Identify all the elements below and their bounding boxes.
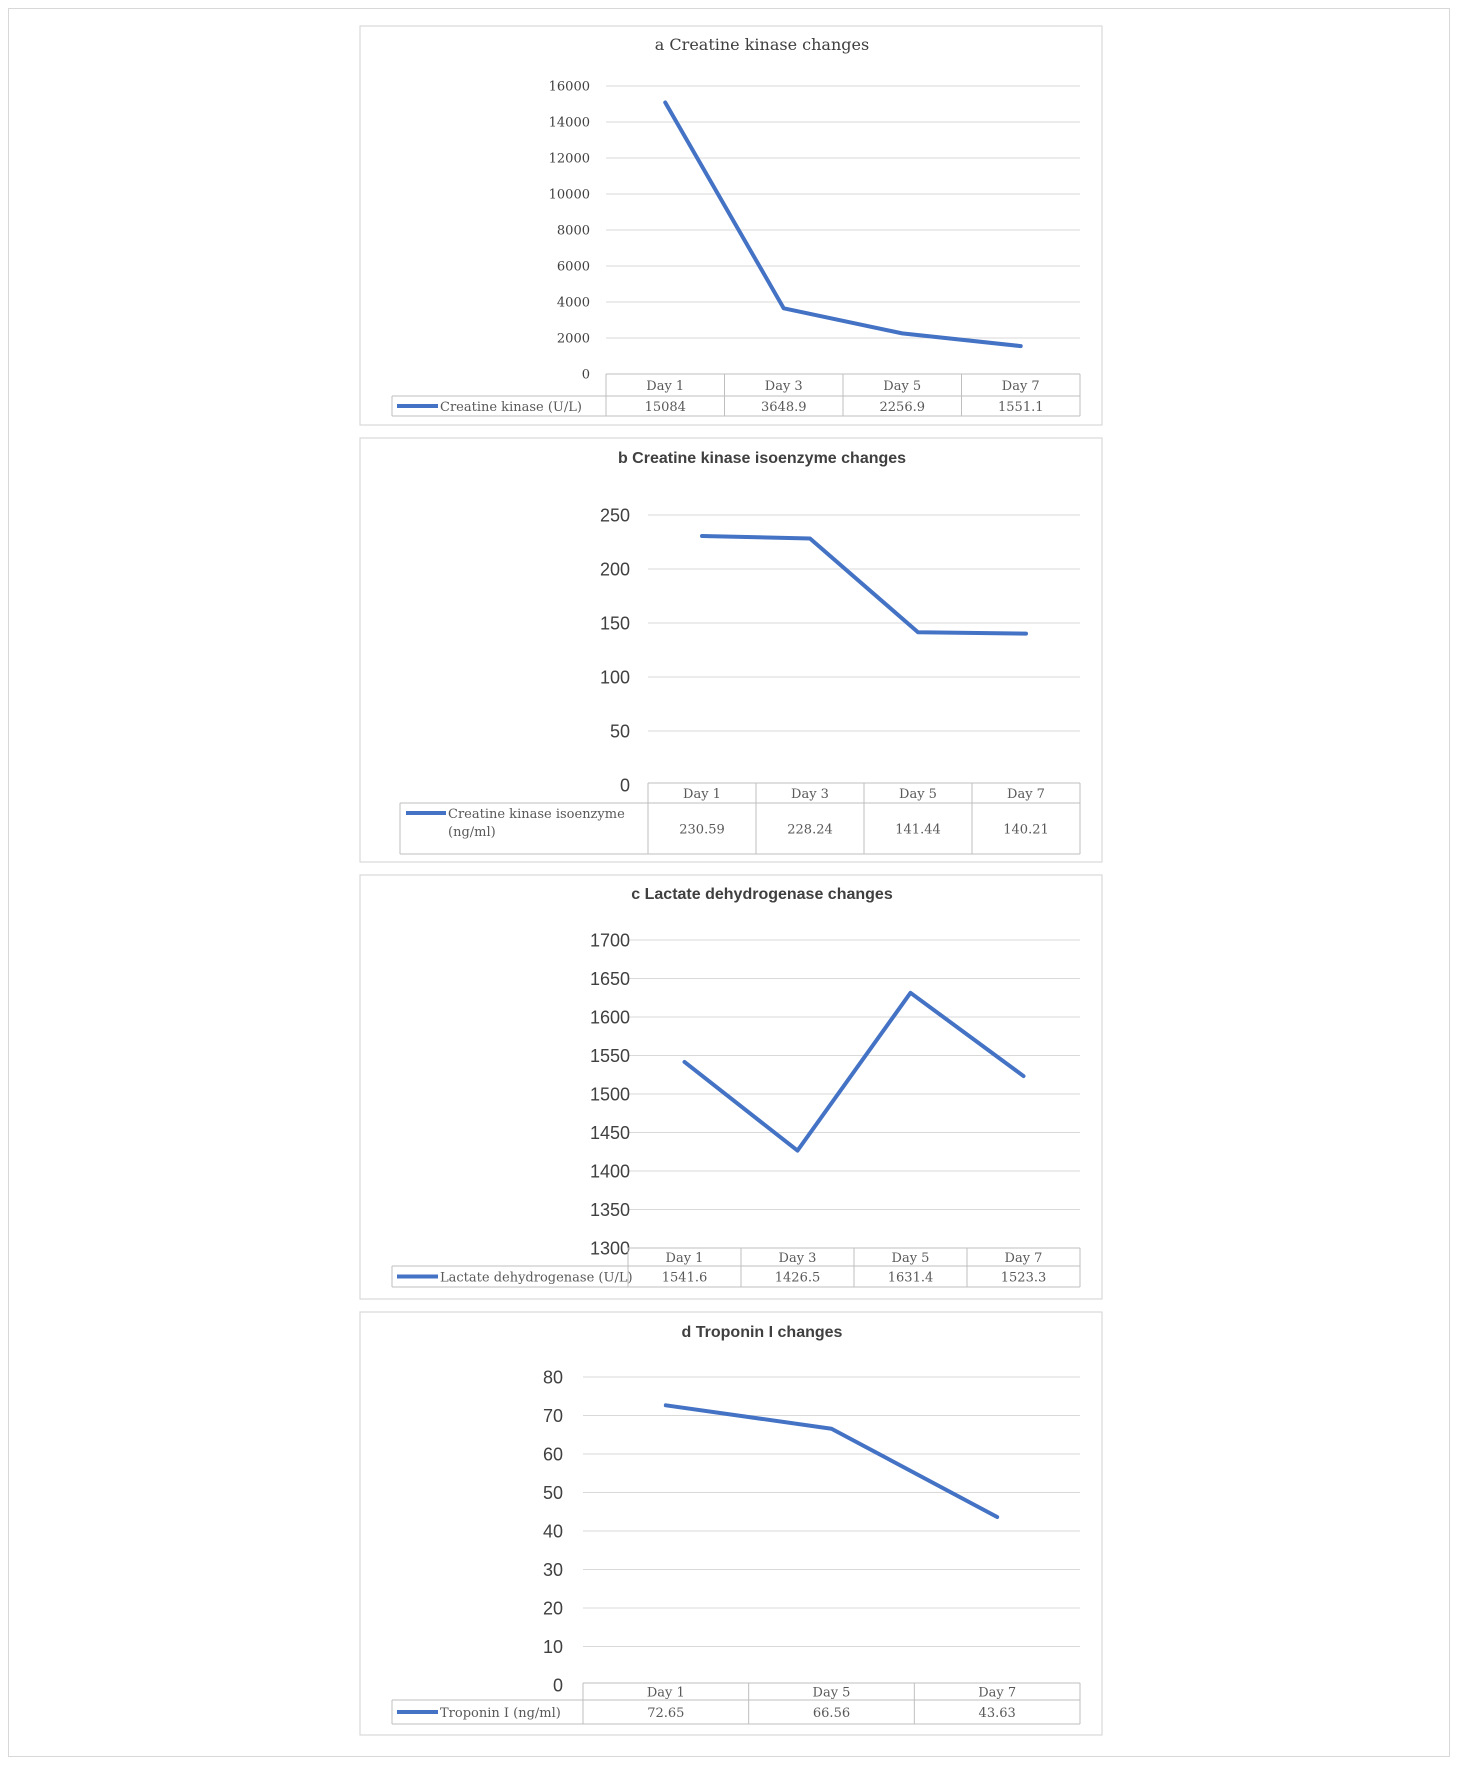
data-value-label: 1541.6 xyxy=(662,1271,708,1286)
chart-2: c Lactate dehydrogenase changes 1300 1350 1… xyxy=(359,874,1103,1300)
y-tick-label: 1400 xyxy=(590,1161,630,1181)
data-value-label: 141.44 xyxy=(895,823,941,838)
series-line xyxy=(663,100,1023,349)
y-tick-label: 1600 xyxy=(590,1007,630,1027)
y-tick-label: 4000 xyxy=(557,296,590,311)
data-value-label: 72.65 xyxy=(647,1706,684,1721)
series-line xyxy=(700,533,1028,636)
data-value-label: 1551.1 xyxy=(998,400,1044,415)
y-tick-label: 200 xyxy=(600,559,630,579)
y-tick-label: 30 xyxy=(543,1560,563,1580)
category-label: Day 1 xyxy=(646,379,684,394)
chart-title: c Lactate dehydrogenase changes xyxy=(631,886,893,903)
data-value-label: 1523.3 xyxy=(1001,1271,1047,1286)
y-tick-label: 10 xyxy=(543,1637,563,1657)
chart-title: b Creatine kinase isoenzyme changes xyxy=(618,450,906,467)
y-tick-label: 1500 xyxy=(590,1084,630,1104)
y-tick-label: 1350 xyxy=(590,1200,630,1220)
y-tick-label: 250 xyxy=(600,505,630,525)
chart-panel xyxy=(359,1311,1103,1736)
y-tick-label: 10000 xyxy=(549,188,590,203)
chart-panel xyxy=(359,25,1103,426)
y-tick-label: 100 xyxy=(600,667,630,687)
y-tick-label: 14000 xyxy=(549,116,590,131)
category-label: Day 7 xyxy=(1007,787,1045,802)
y-tick-label: 1700 xyxy=(590,930,630,950)
category-label: Day 1 xyxy=(683,787,721,802)
series-line xyxy=(682,990,1026,1153)
data-value-label: 3648.9 xyxy=(761,400,807,415)
category-label: Day 7 xyxy=(1002,379,1040,394)
y-tick-label: 0 xyxy=(620,775,630,795)
y-tick-label: 0 xyxy=(582,368,590,383)
chart-panel xyxy=(359,437,1103,863)
legend-label: Creatine kinase (U/L) xyxy=(440,400,582,415)
category-label: Day 5 xyxy=(813,1686,851,1701)
y-tick-label: 6000 xyxy=(557,260,590,275)
category-label: Day 1 xyxy=(647,1686,685,1701)
y-tick-label: 1300 xyxy=(590,1238,630,1258)
category-label: Day 5 xyxy=(899,787,937,802)
category-label: Day 7 xyxy=(1005,1251,1043,1266)
y-tick-label: 12000 xyxy=(549,152,590,167)
category-label: Day 3 xyxy=(779,1251,817,1266)
y-tick-label: 60 xyxy=(543,1444,563,1464)
y-tick-label: 16000 xyxy=(549,80,590,95)
category-label: Day 7 xyxy=(978,1686,1016,1701)
figure-frame xyxy=(8,8,1450,1757)
y-tick-label: 150 xyxy=(600,613,630,633)
data-value-label: 140.21 xyxy=(1003,823,1049,838)
category-label: Day 5 xyxy=(883,379,921,394)
chart-0: a Creatine kinase changes 0 2000 4000 6000 80… xyxy=(359,25,1103,426)
data-value-label: 15084 xyxy=(645,400,686,415)
y-tick-label: 20 xyxy=(543,1598,563,1618)
category-label: Day 5 xyxy=(892,1251,930,1266)
data-value-label: 2256.9 xyxy=(880,400,926,415)
y-tick-label: 50 xyxy=(610,721,630,741)
y-tick-label: 40 xyxy=(543,1521,563,1541)
y-tick-label: 80 xyxy=(543,1367,563,1387)
y-tick-label: 2000 xyxy=(557,332,590,347)
data-value-label: 1426.5 xyxy=(775,1271,821,1286)
y-tick-label: 50 xyxy=(543,1483,563,1503)
y-tick-label: 0 xyxy=(553,1675,563,1695)
chart-title: a Creatine kinase changes xyxy=(655,35,869,54)
category-label: Day 1 xyxy=(666,1251,704,1266)
chart-3: d Troponin I changes 0 10 20 30 40 50 60 70 80 Day… xyxy=(359,1311,1103,1736)
legend-label: Creatine kinase isoenzyme xyxy=(448,807,625,822)
chart-1: b Creatine kinase isoenzyme changes 0 50 10… xyxy=(359,437,1103,863)
data-value-label: 43.63 xyxy=(979,1706,1016,1721)
legend-label: (ng/ml) xyxy=(448,825,496,840)
category-label: Day 3 xyxy=(791,787,829,802)
y-tick-label: 1550 xyxy=(590,1046,630,1066)
chart-title: d Troponin I changes xyxy=(682,1324,843,1341)
y-tick-label: 1650 xyxy=(590,969,630,989)
category-label: Day 3 xyxy=(765,379,803,394)
legend-label: Lactate dehydrogenase (U/L) xyxy=(440,1271,633,1286)
data-value-label: 228.24 xyxy=(787,823,833,838)
y-tick-label: 70 xyxy=(543,1406,563,1426)
chart-panel xyxy=(359,874,1103,1300)
legend-label: Troponin I (ng/ml) xyxy=(440,1706,561,1721)
data-value-label: 1631.4 xyxy=(888,1271,934,1286)
data-value-label: 66.56 xyxy=(813,1706,850,1721)
y-tick-label: 8000 xyxy=(557,224,590,239)
data-value-label: 230.59 xyxy=(679,823,725,838)
y-tick-label: 1450 xyxy=(590,1123,630,1143)
